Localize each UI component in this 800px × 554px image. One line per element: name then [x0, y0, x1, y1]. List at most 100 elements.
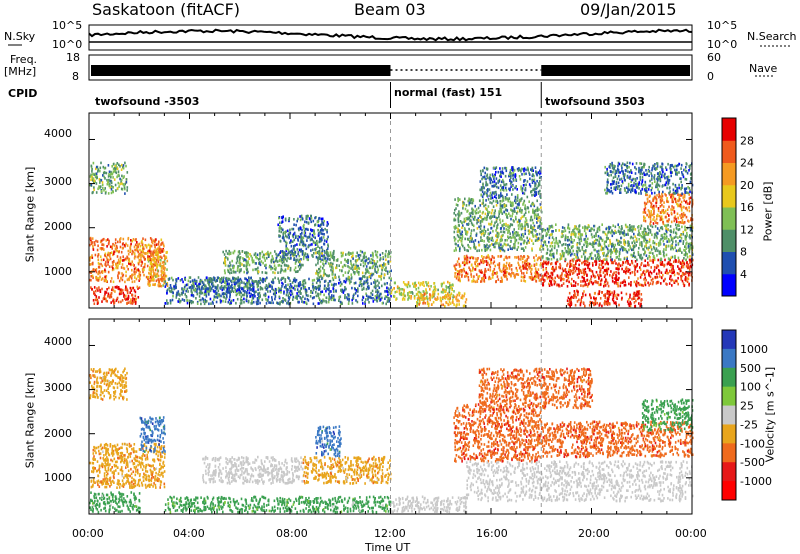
heatmap-cell [506, 238, 508, 242]
heatmap-cell [380, 275, 382, 278]
heatmap-cell [362, 302, 364, 305]
heatmap-cell [274, 276, 276, 280]
heatmap-cell [522, 247, 524, 250]
heatmap-cell [274, 250, 276, 253]
heatmap-cell [453, 212, 455, 215]
heatmap-cell [128, 262, 130, 265]
heatmap-cell [250, 292, 252, 296]
heatmap-cell [276, 301, 279, 305]
heatmap-cell [97, 272, 99, 276]
heatmap-cell [475, 257, 477, 260]
heatmap-cell [490, 237, 492, 240]
heatmap-cell [472, 256, 475, 260]
heatmap-cell [550, 262, 552, 266]
heatmap-cell [238, 291, 240, 294]
heatmap-cell [490, 220, 493, 223]
heatmap-cell [493, 192, 495, 195]
heatmap-cell [473, 245, 476, 248]
heatmap-cell [402, 293, 404, 296]
heatmap-cell [300, 263, 303, 267]
heatmap-cell [238, 286, 241, 289]
heatmap-cell [299, 289, 301, 293]
heatmap-cell [111, 247, 113, 250]
heatmap-cell [287, 233, 290, 236]
heatmap-cell [452, 299, 454, 302]
heatmap-cell [321, 238, 323, 242]
heatmap-cell [483, 256, 485, 259]
heatmap-cell [481, 177, 483, 181]
heatmap-cell [510, 264, 513, 267]
heatmap-cell [349, 252, 352, 255]
heatmap-cell [452, 294, 455, 297]
heatmap-cell [384, 290, 386, 293]
heatmap-cell [526, 271, 528, 274]
heatmap-cell [91, 274, 94, 278]
heatmap-cell [251, 295, 254, 299]
heatmap-cell [517, 273, 520, 276]
heatmap-cell [164, 285, 167, 288]
heatmap-cell [449, 302, 452, 305]
heatmap-cell [236, 266, 239, 270]
heatmap-cell [244, 290, 246, 293]
heatmap-cell [126, 278, 129, 282]
heatmap-cell [285, 247, 287, 251]
heatmap-cell [487, 213, 489, 216]
heatmap-cell [154, 272, 156, 275]
heatmap-cell [99, 180, 101, 183]
heatmap-cell [482, 192, 485, 196]
heatmap-cell [692, 258, 694, 262]
heatmap-cell [302, 283, 305, 287]
heatmap-cell [657, 280, 660, 284]
heatmap-cell [460, 240, 463, 243]
heatmap-cell [495, 204, 498, 207]
heatmap-cell [493, 184, 495, 188]
heatmap-cell [464, 262, 467, 266]
heatmap-cell [485, 181, 487, 184]
heatmap-cell [425, 281, 427, 284]
heatmap-cell [294, 270, 297, 274]
heatmap-cell [127, 301, 130, 304]
heatmap-cell [265, 252, 267, 256]
heatmap-cell [670, 263, 672, 266]
heatmap-cell [211, 285, 214, 288]
heatmap-cell [669, 270, 671, 274]
heatmap-cell [687, 266, 690, 269]
heatmap-cell [387, 298, 389, 302]
heatmap-cell [521, 271, 523, 275]
heatmap-cell [478, 262, 481, 266]
heatmap-cell [357, 266, 360, 270]
heatmap-cell [615, 262, 617, 265]
heatmap-cell [454, 272, 456, 275]
heatmap-cell [403, 298, 406, 301]
heatmap-cell [421, 293, 423, 297]
heatmap-cell [647, 281, 649, 285]
heatmap-cell [430, 285, 432, 288]
heatmap-cell [298, 284, 300, 288]
heatmap-cell [264, 286, 267, 289]
heatmap-cell [518, 266, 521, 270]
heatmap-cell [269, 301, 272, 304]
heatmap-cell [552, 265, 554, 269]
heatmap-cell [320, 217, 323, 221]
heatmap-cell [309, 295, 312, 298]
heatmap-cell [396, 290, 398, 293]
heatmap-cell [462, 244, 464, 248]
heatmap-cell [537, 273, 539, 277]
heatmap-cell [628, 282, 630, 286]
heatmap-cell [213, 298, 215, 301]
heatmap-cell [464, 237, 466, 241]
heatmap-cell [508, 187, 510, 191]
heatmap-cell [261, 287, 264, 291]
heatmap-cell [149, 237, 152, 240]
heatmap-cell [297, 252, 299, 256]
heatmap-cell [507, 248, 509, 251]
heatmap-cell [500, 186, 503, 190]
heatmap-cell [609, 274, 611, 277]
heatmap-cell [488, 275, 491, 279]
heatmap-cell [131, 286, 134, 290]
heatmap-cell [358, 270, 360, 274]
heatmap-cell [101, 238, 104, 242]
heatmap-cell [313, 286, 316, 290]
heatmap-cell [523, 274, 526, 278]
heatmap-cell [542, 262, 544, 266]
